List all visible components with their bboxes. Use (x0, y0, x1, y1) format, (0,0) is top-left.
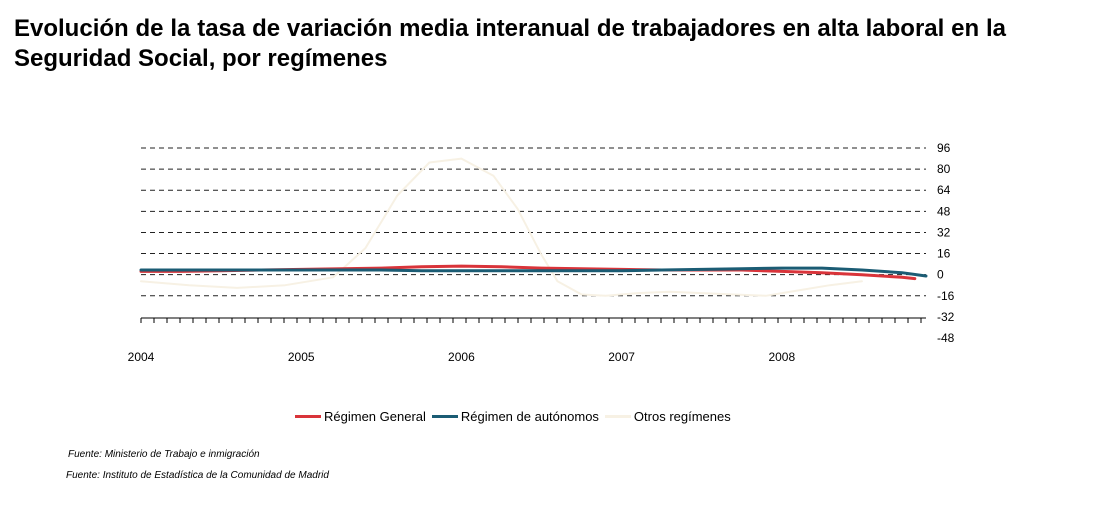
y-tick-label: 16 (937, 247, 951, 261)
x-tick-label: 2008 (768, 350, 795, 364)
y-tick-label: 96 (937, 141, 951, 155)
series-lines (139, 157, 928, 297)
y-tick-label: -16 (937, 289, 955, 303)
x-axis (140, 317, 926, 323)
series-line-1 (139, 266, 928, 278)
y-tick-label: 32 (937, 225, 951, 239)
y-tick-label: 0 (937, 268, 944, 282)
x-tick-label: 2006 (448, 350, 475, 364)
legend-item: Régimen General (295, 409, 426, 424)
legend-label: Régimen de autónomos (460, 409, 599, 424)
series-line-2 (140, 157, 863, 297)
y-tick-label: 64 (937, 183, 951, 197)
y-axis-tick-labels: 96 80 64 48 32 16 0 -16 -32 -48 (937, 141, 955, 345)
x-tick-label: 2007 (608, 350, 635, 364)
x-tick-label: 2005 (288, 350, 315, 364)
legend-item: Otros regímenes (604, 409, 731, 424)
legend-item: Régimen de autónomos (431, 409, 599, 424)
chart-legend: Régimen General Régimen de autónomos Otros… (295, 409, 737, 424)
grid-lines (141, 147, 926, 297)
x-axis-tick-labels: 2004 2005 2006 2007 2008 (128, 350, 796, 364)
y-tick-label: -48 (937, 331, 955, 345)
legend-swatch (431, 415, 458, 418)
legend-label: Régimen General (324, 409, 426, 424)
source-note-instituto: Fuente: Instituto de Estadística de la C… (66, 470, 329, 481)
legend-swatch (604, 415, 631, 418)
y-tick-label: -32 (937, 310, 955, 324)
source-note-ministerio: Fuente: Ministerio de Trabajo e inmigrac… (68, 449, 260, 460)
y-tick-label: 80 (937, 162, 951, 176)
chart-title: Evolución de la tasa de variación media … (14, 15, 1006, 72)
x-tick-label: 2004 (128, 350, 155, 364)
y-tick-label: 48 (937, 204, 951, 218)
legend-label: Otros regímenes (633, 409, 731, 424)
legend-swatch (295, 415, 321, 418)
